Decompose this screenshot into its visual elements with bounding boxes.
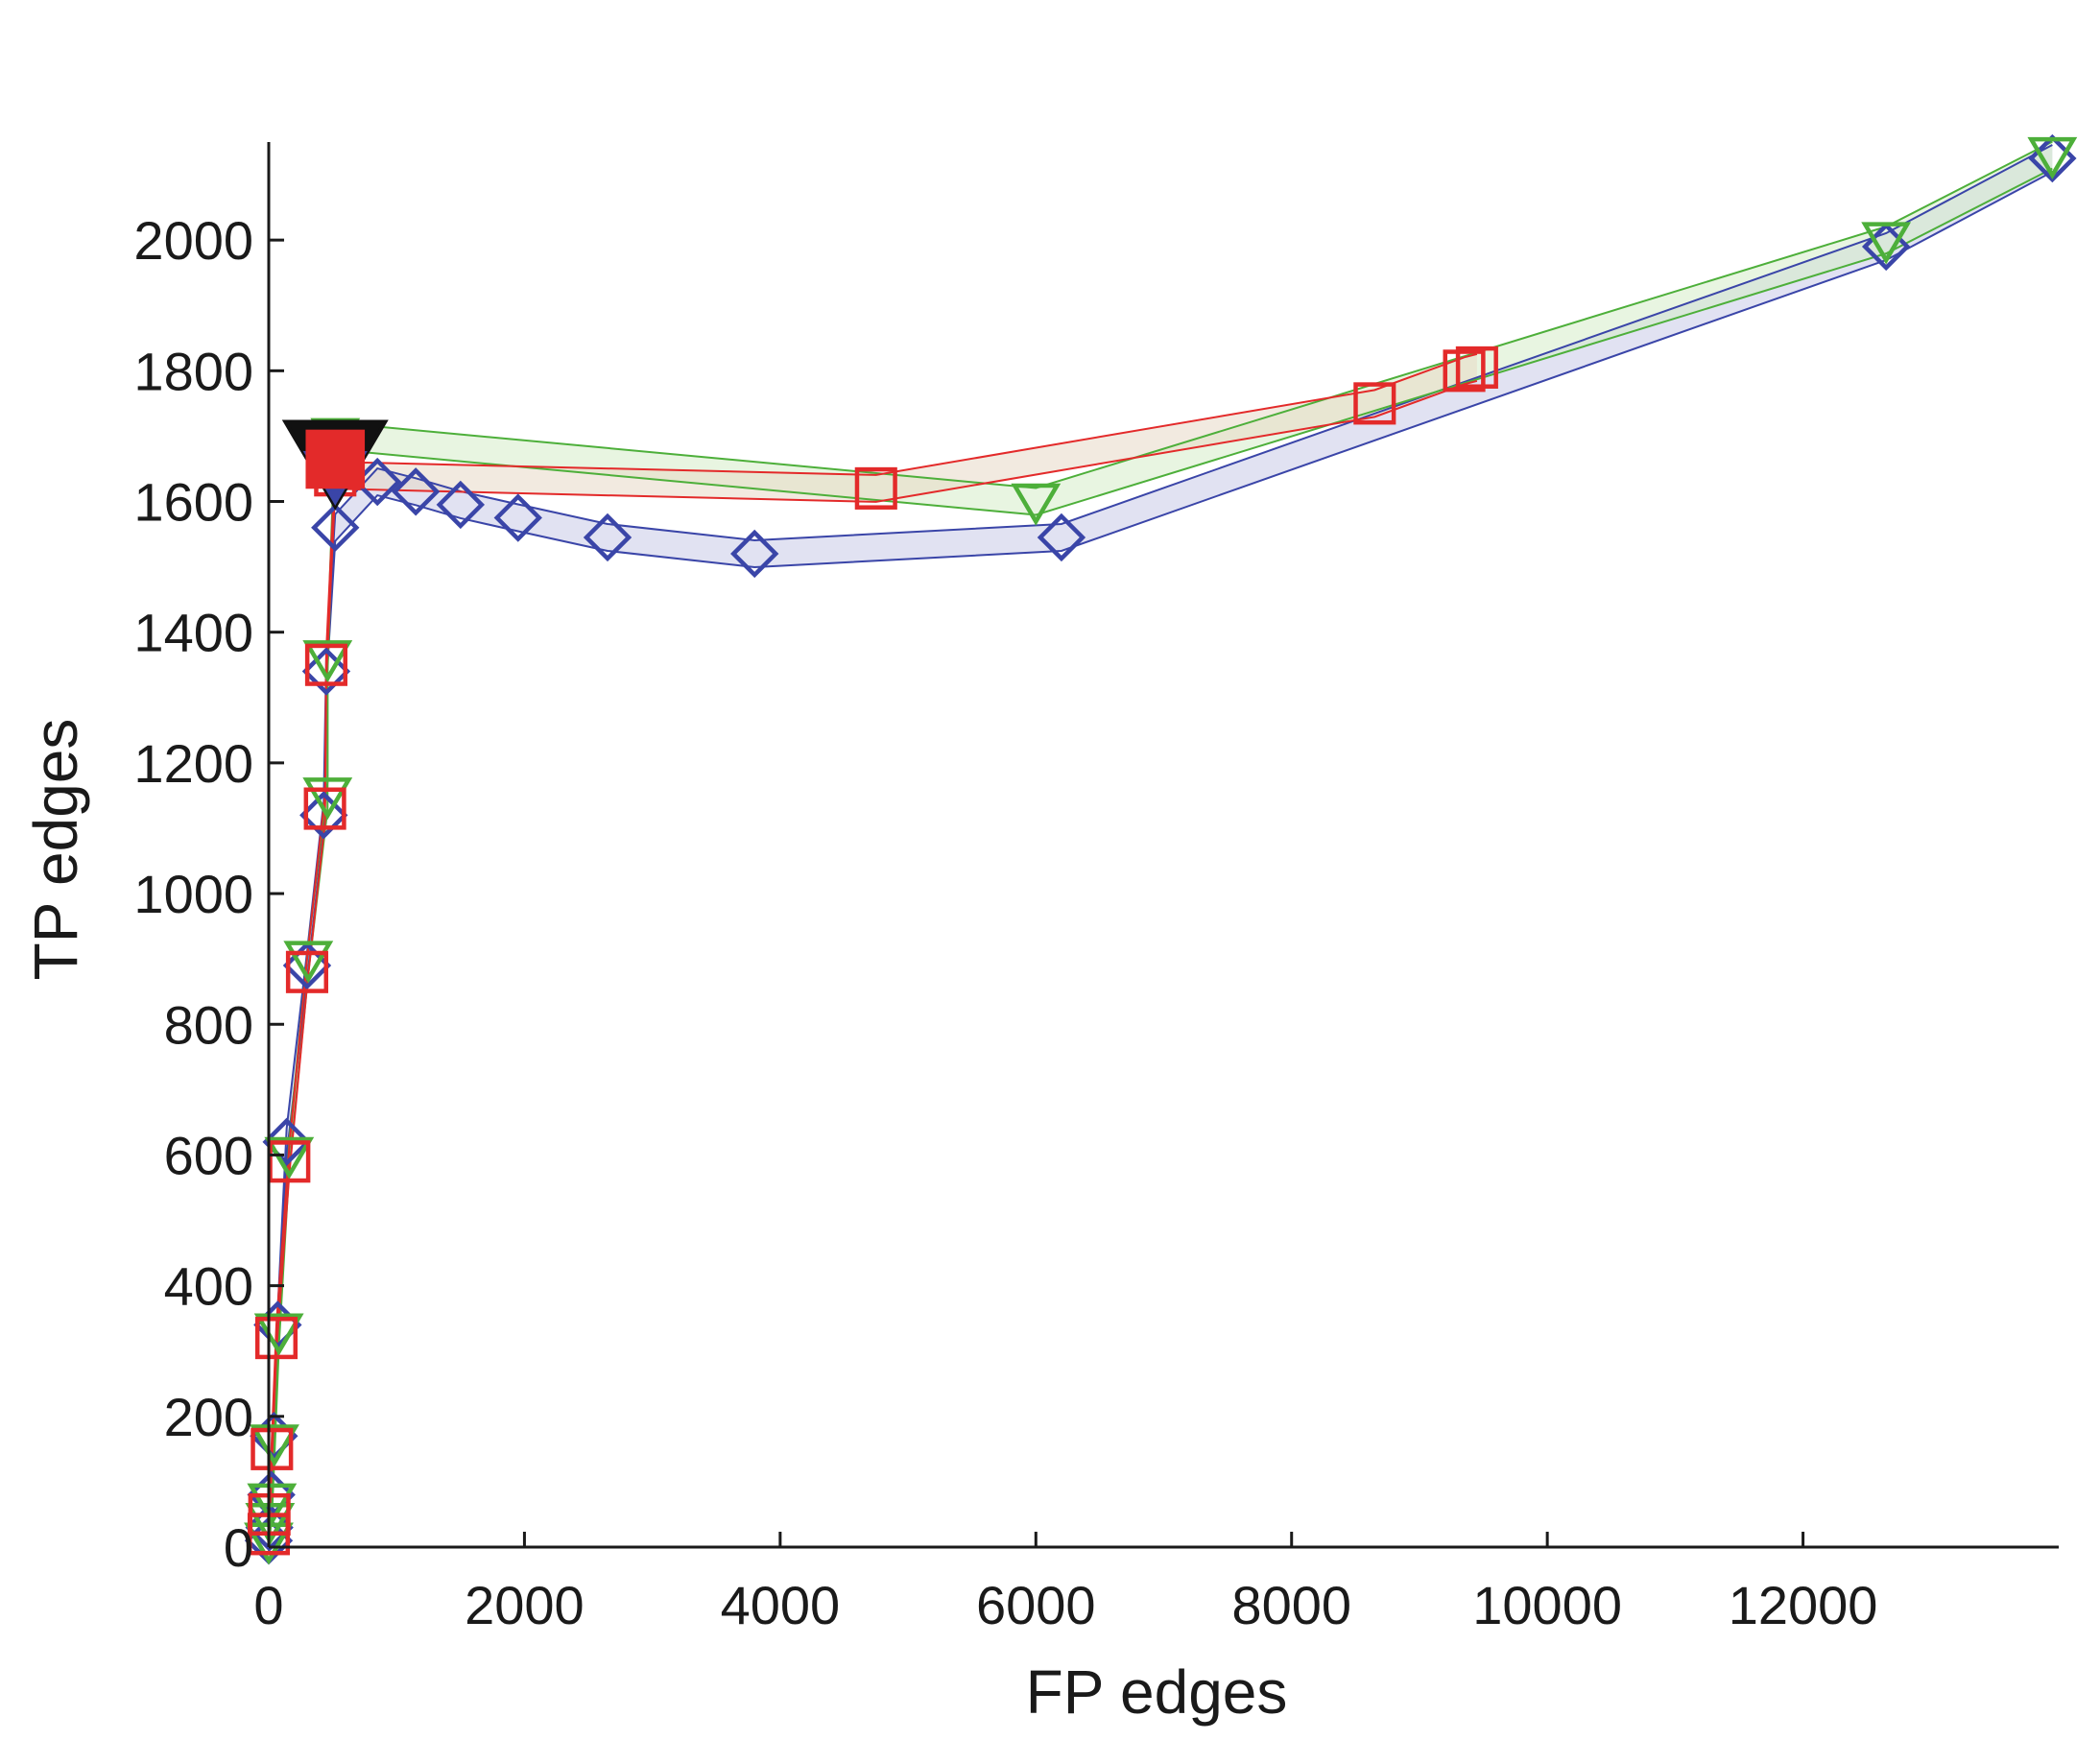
y-tick-label: 2000 — [133, 210, 253, 271]
series-line-lower-2 — [268, 379, 1478, 1548]
highlight-marker-1 — [305, 429, 366, 489]
series-0-point — [493, 493, 542, 542]
series-1-point — [264, 1136, 315, 1180]
series-2-point — [254, 1317, 298, 1360]
x-tick-label: 6000 — [976, 1575, 1096, 1635]
y-tick-label: 0 — [224, 1517, 253, 1578]
series-2-point — [1455, 346, 1498, 389]
x-tick-label: 8000 — [1231, 1575, 1351, 1635]
series-1-point — [1011, 483, 1062, 526]
y-tick-label: 800 — [164, 994, 253, 1055]
x-tick-label: 12000 — [1729, 1575, 1878, 1635]
series-2-point — [303, 787, 346, 830]
series-1-point — [247, 1483, 298, 1526]
y-tick-label: 1800 — [133, 341, 253, 401]
y-tick-label: 400 — [164, 1256, 253, 1317]
series-line-upper-2 — [268, 352, 1478, 1521]
series-1-point — [302, 777, 353, 821]
y-tick-label: 600 — [164, 1125, 253, 1185]
series-0-point — [311, 503, 360, 552]
series-0-point — [436, 480, 486, 530]
y-tick-label: 1000 — [133, 864, 253, 924]
series-0-point — [262, 1117, 311, 1167]
series-0-point — [1037, 512, 1086, 562]
series-2-point — [1443, 349, 1486, 393]
series-2-point — [251, 1427, 294, 1470]
series-1-point — [250, 1424, 299, 1467]
series-2-point — [854, 466, 897, 510]
highlight-markers — [281, 419, 389, 511]
series-2-point — [268, 1140, 311, 1183]
series-line-lower-1 — [268, 167, 2053, 1555]
x-tick-label: 0 — [253, 1575, 283, 1635]
x-ticks: 0 2000 4000 6000 8000 10000 12000 — [253, 1532, 1877, 1635]
x-axis-title: FP edges — [1026, 1657, 1288, 1727]
series-2-point — [304, 643, 347, 686]
series-markers — [244, 133, 2078, 1565]
series-band-0 — [269, 145, 2053, 1555]
y-tick-label: 200 — [164, 1387, 253, 1447]
series-0-point — [392, 467, 441, 516]
series-band-1 — [269, 141, 2053, 1555]
series-0-point — [301, 647, 351, 696]
axes — [267, 142, 2059, 1549]
series-line-lower-0 — [268, 171, 2053, 1555]
series-lines — [268, 140, 2053, 1555]
series-1-point — [283, 941, 334, 984]
y-tick-label: 1600 — [133, 472, 253, 533]
y-tick-label: 1200 — [133, 733, 253, 794]
series-1-point — [302, 640, 353, 683]
series-0-point — [299, 791, 348, 840]
series-line-upper-0 — [268, 144, 2053, 1528]
series-2-point — [1353, 382, 1396, 425]
x-tick-label: 4000 — [721, 1575, 841, 1635]
series-0-point — [730, 529, 779, 579]
series-1-point — [2027, 136, 2078, 179]
y-tick-label: 1400 — [133, 603, 253, 663]
series-line-upper-1 — [268, 140, 2053, 1528]
series-0-point — [583, 512, 632, 562]
x-tick-label: 10000 — [1472, 1575, 1622, 1635]
series-2-point — [285, 950, 329, 993]
confidence-bands — [269, 141, 2053, 1555]
x-tick-label: 2000 — [465, 1575, 585, 1635]
y-axis-title: TP edges — [21, 719, 90, 981]
series-1-point — [1861, 222, 1912, 265]
y-ticks: 0 200 400 600 800 1000 1200 1400 1600 1800 2000 — [133, 210, 284, 1578]
